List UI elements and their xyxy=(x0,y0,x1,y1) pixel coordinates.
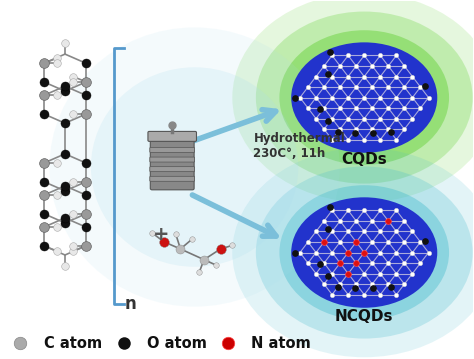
Ellipse shape xyxy=(256,11,473,183)
Circle shape xyxy=(291,42,438,153)
Text: CQDs: CQDs xyxy=(341,153,387,167)
Ellipse shape xyxy=(256,167,473,339)
FancyBboxPatch shape xyxy=(150,176,195,181)
Ellipse shape xyxy=(279,30,449,165)
Ellipse shape xyxy=(91,67,298,267)
FancyBboxPatch shape xyxy=(150,167,195,172)
Text: Hydrothermal
230C°, 11h: Hydrothermal 230C°, 11h xyxy=(254,132,345,160)
Ellipse shape xyxy=(232,0,474,202)
FancyBboxPatch shape xyxy=(148,131,197,141)
Ellipse shape xyxy=(49,27,340,307)
Ellipse shape xyxy=(279,185,449,320)
Text: N atom: N atom xyxy=(251,336,311,351)
FancyBboxPatch shape xyxy=(150,157,195,162)
Text: n: n xyxy=(125,295,137,313)
Circle shape xyxy=(291,197,438,308)
FancyBboxPatch shape xyxy=(150,139,194,190)
Text: C atom: C atom xyxy=(44,336,102,351)
Text: +: + xyxy=(154,225,170,244)
Text: O atom: O atom xyxy=(147,336,207,351)
Text: NCQDs: NCQDs xyxy=(335,309,393,324)
FancyBboxPatch shape xyxy=(150,148,195,153)
Ellipse shape xyxy=(232,148,474,357)
